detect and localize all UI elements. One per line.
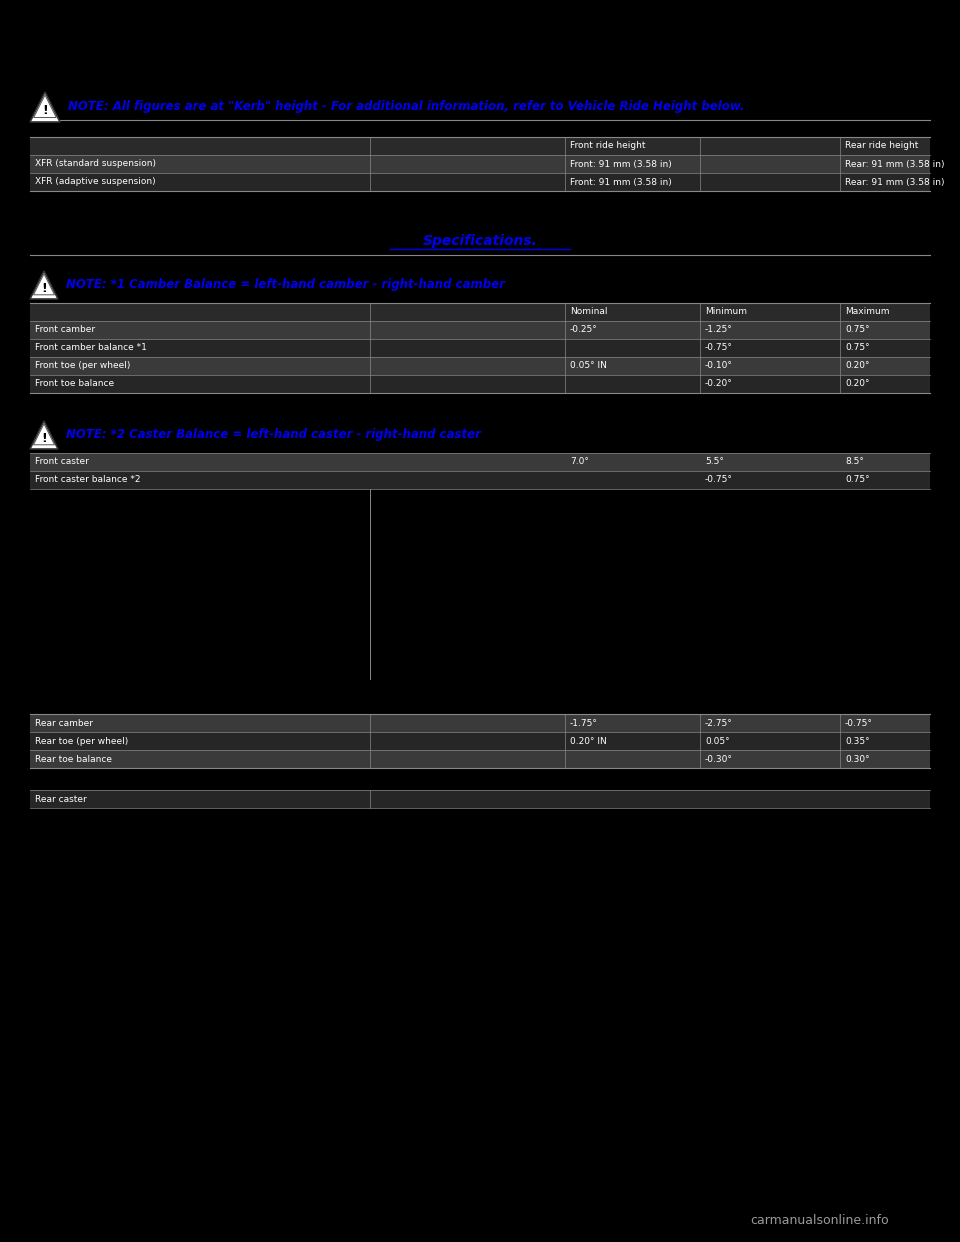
- Text: -0.25°: -0.25°: [570, 325, 598, 334]
- Text: -0.30°: -0.30°: [705, 754, 732, 764]
- Text: XFR (adaptive suspension): XFR (adaptive suspension): [35, 178, 156, 186]
- Text: Rear toe balance: Rear toe balance: [35, 754, 112, 764]
- Text: Front caster: Front caster: [35, 457, 89, 467]
- Bar: [30, 137, 930, 155]
- Bar: [30, 375, 930, 392]
- Bar: [30, 453, 930, 471]
- Text: !: !: [42, 104, 48, 117]
- Text: Rear caster: Rear caster: [35, 795, 86, 804]
- Polygon shape: [30, 92, 60, 122]
- Text: 0.75°: 0.75°: [845, 325, 870, 334]
- Text: Rear ride height: Rear ride height: [845, 142, 919, 150]
- Text: 0.20° IN: 0.20° IN: [570, 737, 607, 745]
- Bar: [30, 732, 930, 750]
- Bar: [30, 320, 930, 339]
- Text: Specifications.: Specifications.: [422, 233, 538, 248]
- Text: 0.35°: 0.35°: [845, 737, 870, 745]
- Text: NOTE: *2 Caster Balance = left-hand caster - right-hand caster: NOTE: *2 Caster Balance = left-hand cast…: [66, 428, 481, 441]
- Text: 0.75°: 0.75°: [845, 476, 870, 484]
- Text: Front camber balance *1: Front camber balance *1: [35, 344, 147, 353]
- Bar: [30, 356, 930, 375]
- Text: NOTE: All figures are at "Kerb" height - For additional information, refer to Ve: NOTE: All figures are at "Kerb" height -…: [68, 101, 745, 113]
- Text: Front: 91 mm (3.58 in): Front: 91 mm (3.58 in): [570, 178, 672, 186]
- Text: -0.75°: -0.75°: [845, 719, 873, 728]
- Text: Minimum: Minimum: [705, 308, 747, 317]
- Polygon shape: [30, 421, 58, 450]
- Text: -0.75°: -0.75°: [705, 344, 732, 353]
- Bar: [30, 790, 930, 809]
- Text: -0.20°: -0.20°: [705, 380, 732, 389]
- Text: -1.75°: -1.75°: [570, 719, 598, 728]
- Text: Front caster balance *2: Front caster balance *2: [35, 476, 140, 484]
- Text: !: !: [41, 282, 47, 294]
- Text: !: !: [41, 432, 47, 445]
- Text: -2.75°: -2.75°: [705, 719, 732, 728]
- Text: 0.05° IN: 0.05° IN: [570, 361, 607, 370]
- Text: Rear: 91 mm (3.58 in): Rear: 91 mm (3.58 in): [845, 178, 945, 186]
- Text: 5.5°: 5.5°: [705, 457, 724, 467]
- Text: 7.0°: 7.0°: [570, 457, 588, 467]
- Text: Front toe balance: Front toe balance: [35, 380, 114, 389]
- Bar: [30, 173, 930, 191]
- Text: -0.10°: -0.10°: [705, 361, 732, 370]
- Text: NOTE: *1 Camber Balance = left-hand camber - right-hand camber: NOTE: *1 Camber Balance = left-hand camb…: [66, 278, 505, 291]
- Text: -0.75°: -0.75°: [705, 476, 732, 484]
- Text: Rear: 91 mm (3.58 in): Rear: 91 mm (3.58 in): [845, 159, 945, 169]
- Text: Rear toe (per wheel): Rear toe (per wheel): [35, 737, 129, 745]
- Bar: [30, 714, 930, 732]
- Text: XFR (standard suspension): XFR (standard suspension): [35, 159, 156, 169]
- Text: Front: 91 mm (3.58 in): Front: 91 mm (3.58 in): [570, 159, 672, 169]
- Bar: [30, 750, 930, 768]
- Bar: [30, 303, 930, 320]
- Bar: [30, 155, 930, 173]
- Text: Nominal: Nominal: [570, 308, 608, 317]
- Text: 8.5°: 8.5°: [845, 457, 864, 467]
- Bar: [30, 339, 930, 356]
- Text: 0.30°: 0.30°: [845, 754, 870, 764]
- Text: Front toe (per wheel): Front toe (per wheel): [35, 361, 131, 370]
- Text: 0.20°: 0.20°: [845, 361, 870, 370]
- Text: 0.20°: 0.20°: [845, 380, 870, 389]
- Text: Maximum: Maximum: [845, 308, 890, 317]
- Text: Rear camber: Rear camber: [35, 719, 93, 728]
- Text: Front camber: Front camber: [35, 325, 95, 334]
- Text: carmanualsonline.info: carmanualsonline.info: [751, 1213, 889, 1227]
- Text: Front ride height: Front ride height: [570, 142, 645, 150]
- Bar: [30, 471, 930, 489]
- Polygon shape: [30, 271, 58, 299]
- Text: -1.25°: -1.25°: [705, 325, 732, 334]
- Text: 0.05°: 0.05°: [705, 737, 730, 745]
- Text: 0.75°: 0.75°: [845, 344, 870, 353]
